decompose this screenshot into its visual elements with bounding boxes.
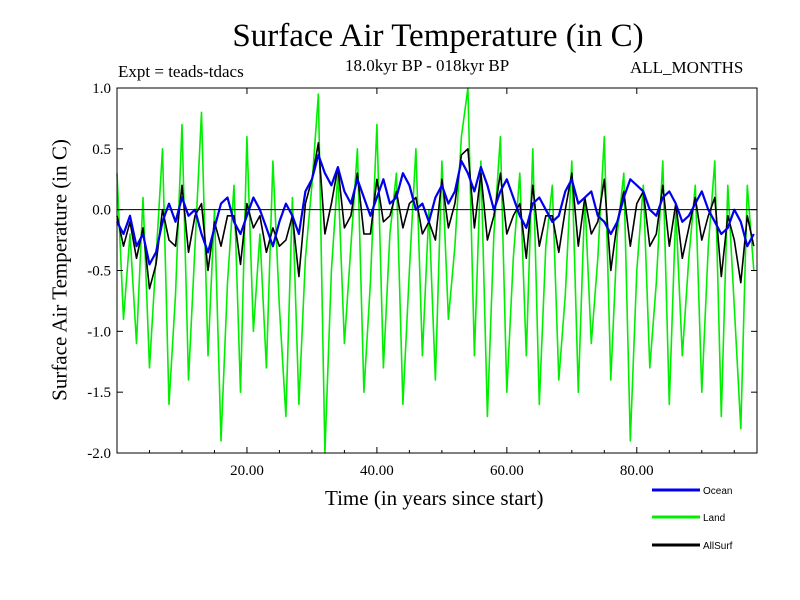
y-tick-label: 0.5 <box>92 142 111 158</box>
y-tick-label: 0.0 <box>92 203 111 219</box>
series-line-allsurf <box>116 142 755 290</box>
y-tick-label: -0.5 <box>87 264 111 280</box>
chart-title: Surface Air Temperature (in C) <box>232 18 644 54</box>
y-tick-label: -1.5 <box>87 385 111 401</box>
plot-frame <box>116 87 758 454</box>
legend-label-ocean: Ocean <box>703 486 732 497</box>
y-tick-label: 1.0 <box>92 81 111 97</box>
period-label: ALL_MONTHS <box>630 58 744 77</box>
x-tick-label: 20.00 <box>230 463 264 479</box>
y-tick-label: -1.0 <box>87 324 111 340</box>
experiment-label: Expt = teads-tdacs <box>118 62 244 81</box>
x-axis-label: Time (in years since start) <box>325 486 544 510</box>
chart-subtitle: 18.0kyr BP - 018kyr BP <box>345 56 510 75</box>
legend-label-allsurf: AllSurf <box>703 541 733 552</box>
x-tick-label: 40.00 <box>360 463 394 479</box>
x-tick-label: 80.00 <box>620 463 654 479</box>
x-tick-label: 60.00 <box>490 463 524 479</box>
series-line-ocean <box>116 153 755 266</box>
series-line-land <box>116 87 755 454</box>
y-tick-label: -2.0 <box>87 446 111 462</box>
legend-label-land: Land <box>703 513 725 524</box>
